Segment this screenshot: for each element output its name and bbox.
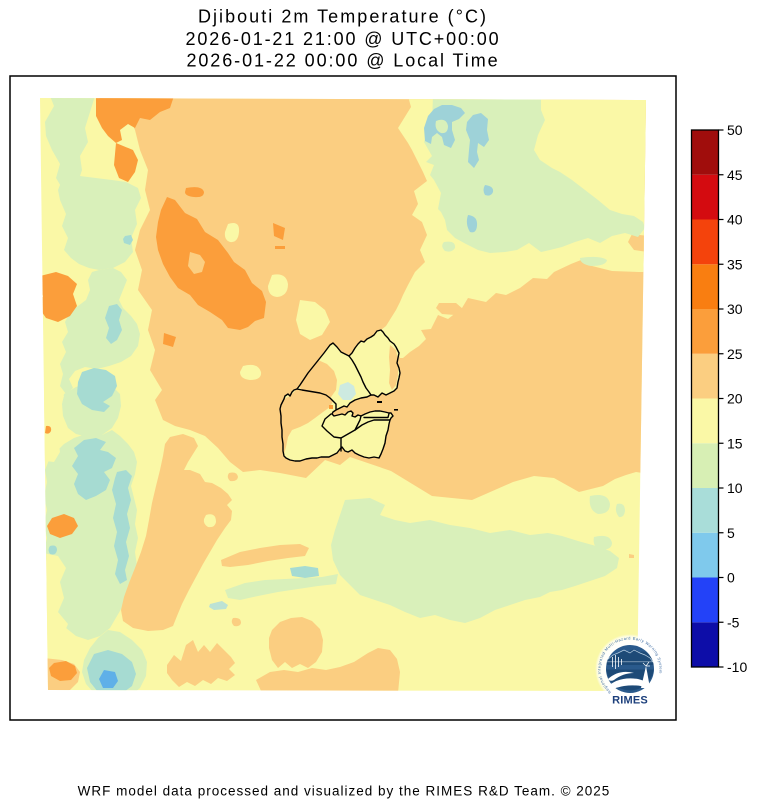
svg-text:WRF model data processed and v: WRF model data processed and visualized … — [78, 784, 611, 799]
svg-text:RIMES: RIMES — [612, 695, 648, 707]
svg-text:2026-01-22 00:00 @ Local Time: 2026-01-22 00:00 @ Local Time — [186, 51, 499, 71]
svg-text:20: 20 — [727, 391, 743, 407]
svg-text:-10: -10 — [727, 659, 747, 675]
svg-text:5: 5 — [727, 525, 735, 541]
svg-text:25: 25 — [727, 346, 743, 362]
svg-text:45: 45 — [727, 167, 743, 183]
svg-text:0: 0 — [727, 570, 735, 586]
svg-text:10: 10 — [727, 480, 743, 496]
svg-text:15: 15 — [727, 435, 743, 451]
svg-text:30: 30 — [727, 301, 743, 317]
svg-text:2026-01-21 21:00 @ UTC+00:00: 2026-01-21 21:00 @ UTC+00:00 — [185, 29, 500, 49]
svg-text:35: 35 — [727, 256, 743, 272]
svg-text:40: 40 — [727, 212, 743, 228]
svg-text:50: 50 — [727, 122, 743, 138]
svg-text:Djibouti 2m Temperature (°C): Djibouti 2m Temperature (°C) — [198, 7, 488, 27]
svg-text:-5: -5 — [727, 614, 740, 630]
